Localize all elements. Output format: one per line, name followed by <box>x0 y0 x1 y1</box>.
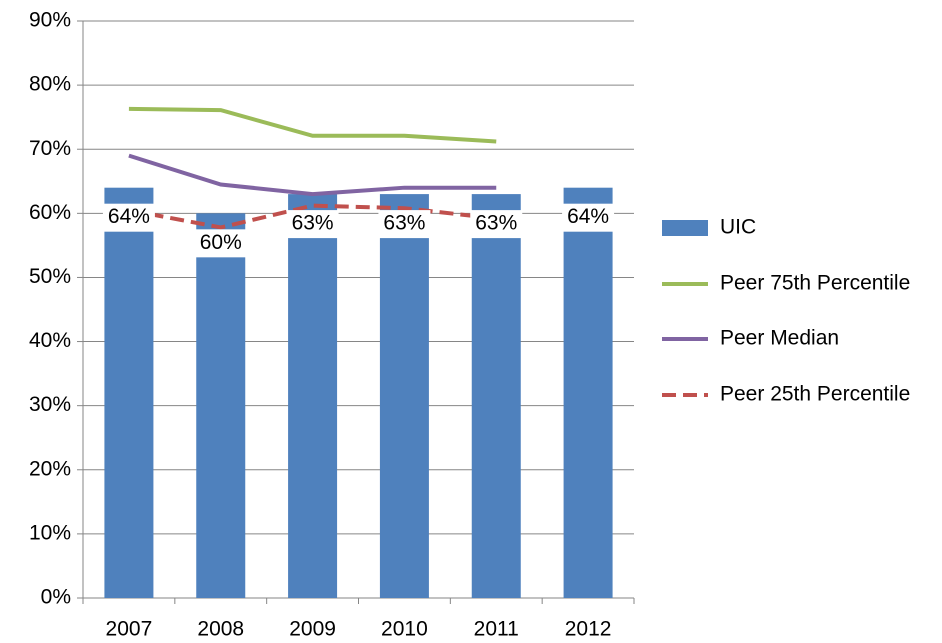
x-tick-label: 2009 <box>289 618 336 641</box>
y-tick-label: 30% <box>29 393 71 416</box>
bar <box>563 187 613 598</box>
data-label: 63% <box>383 212 425 235</box>
legend-label: Peer 75th Percentile <box>720 272 910 295</box>
y-tick-label: 70% <box>29 137 71 160</box>
data-label: 64% <box>567 205 609 228</box>
legend-swatch <box>662 220 708 236</box>
data-label: 63% <box>475 212 517 235</box>
y-tick-label: 20% <box>29 457 71 480</box>
data-label: 63% <box>292 212 334 235</box>
bar <box>471 194 521 598</box>
x-tick-label: 2010 <box>381 618 428 641</box>
y-tick-label: 90% <box>29 9 71 32</box>
legend-label: UIC <box>720 216 756 239</box>
y-tick-label: 0% <box>41 586 71 609</box>
y-tick-label: 40% <box>29 329 71 352</box>
bar <box>288 194 338 598</box>
data-label-bg <box>378 210 431 239</box>
line-series <box>128 153 497 197</box>
bar <box>196 213 246 599</box>
legend-label: Peer 25th Percentile <box>720 383 910 406</box>
y-tick-label: 50% <box>29 265 71 288</box>
y-tick-label: 10% <box>29 521 71 544</box>
legend-label: Peer Median <box>720 327 839 350</box>
x-tick-label: 2008 <box>197 618 244 641</box>
data-label: 60% <box>200 231 242 254</box>
data-label-bg <box>470 210 523 239</box>
data-label-bg <box>102 203 155 232</box>
data-label-bg <box>194 229 247 258</box>
line-series <box>128 106 497 144</box>
x-tick-label: 2011 <box>474 618 519 641</box>
y-tick-label: 80% <box>29 73 71 96</box>
data-label: 64% <box>108 205 150 228</box>
x-tick-label: 2012 <box>565 618 612 641</box>
bar <box>104 187 154 598</box>
x-tick-label: 2007 <box>106 618 153 641</box>
y-tick-label: 60% <box>29 201 71 224</box>
data-label-bg <box>562 203 615 232</box>
data-label-bg <box>286 210 339 239</box>
bar <box>379 194 429 598</box>
